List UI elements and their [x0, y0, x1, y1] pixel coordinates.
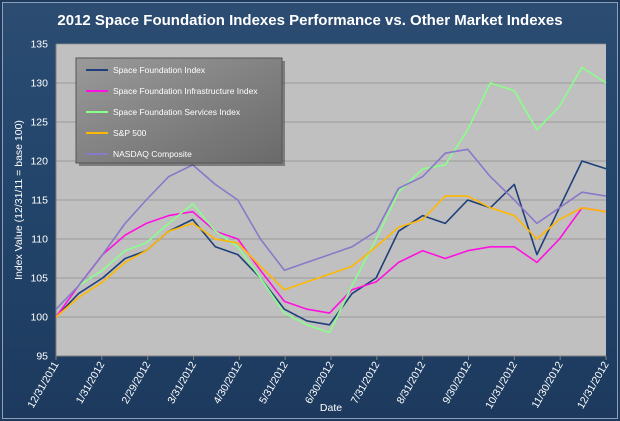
y-tick-label: 120: [30, 156, 48, 168]
chart-title: 2012 Space Foundation Indexes Performanc…: [57, 12, 563, 29]
y-axis-title: Index Value (12/31/11 = base 100): [13, 120, 25, 280]
y-tick-label: 100: [30, 312, 48, 324]
y-tick-label: 105: [30, 273, 48, 285]
y-tick-label: 95: [36, 351, 48, 363]
legend-label: Space Foundation Services Index: [113, 107, 241, 117]
y-tick-label: 130: [30, 78, 48, 90]
x-tick-label: 12/31/2012: [575, 359, 612, 411]
series-line-3: [55, 195, 607, 318]
legend-label: NASDAQ Composite: [113, 149, 192, 159]
x-tick-label: 3/31/2012: [165, 359, 199, 406]
x-tick-label: 2/29/2012: [120, 359, 154, 406]
y-tick-label: 110: [31, 234, 48, 246]
x-tick-label: 7/31/2012: [349, 359, 383, 406]
x-tick-label: 6/30/2012: [303, 359, 337, 406]
x-axis-ticks: 12/31/2011 1/31/2012 2/29/2012 3/31/2012 4/3…: [25, 356, 612, 411]
y-tick-label: 125: [30, 117, 48, 129]
series-line-2: [55, 66, 607, 334]
x-tick-label: 8/31/2012: [395, 359, 429, 406]
series-line-4: [55, 148, 607, 310]
legend-label: S&P 500: [113, 128, 147, 138]
x-tick-label: 11/30/2012: [529, 359, 565, 410]
x-tick-label: 1/31/2012: [74, 359, 108, 406]
legend: Space Foundation Index Space Foundation I…: [75, 57, 285, 166]
legend-label: Space Foundation Index: [113, 65, 206, 75]
x-tick-label: 9/30/2012: [440, 359, 474, 406]
x-axis-title: Date: [320, 402, 342, 414]
y-axis-ticks: 95 100 105 110 115 120 125 130 135: [30, 39, 48, 363]
legend-box: [75, 57, 283, 164]
legend-label: Space Foundation Infrastructure Index: [113, 86, 258, 96]
x-tick-label: 10/31/2012: [483, 359, 520, 411]
y-tick-label: 135: [30, 39, 48, 51]
series-line-1: [55, 207, 607, 318]
series-lines: [55, 66, 607, 334]
x-tick-label: 4/30/2012: [211, 359, 245, 406]
x-tick-label: 5/31/2012: [257, 359, 291, 406]
y-tick-label: 115: [31, 195, 48, 207]
x-tick-label: 12/31/2011: [25, 359, 61, 410]
